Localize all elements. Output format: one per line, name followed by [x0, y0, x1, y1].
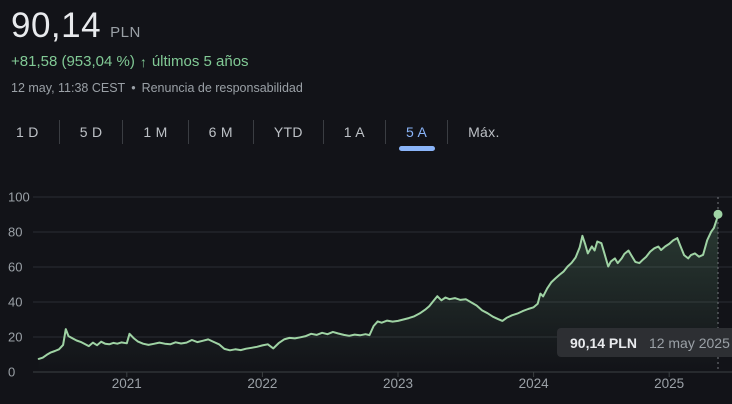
y-axis-label: 80: [8, 225, 22, 240]
quote-meta-row: 12 may, 11:38 CEST • Renuncia de respons…: [11, 81, 303, 95]
x-axis-label: 2025: [654, 376, 684, 391]
time-range-tabs: 1 D 5 D 1 M 6 M YTD 1 A 5 A Máx.: [4, 117, 512, 147]
current-price: 90,14: [11, 6, 102, 45]
tab-divider: [447, 120, 449, 144]
x-axis-label: 2024: [519, 376, 550, 391]
x-axis-label: 2023: [383, 376, 413, 391]
last-price-dot: [713, 209, 723, 219]
range-tab-1d[interactable]: 1 D: [16, 124, 39, 140]
dot-separator: •: [131, 81, 136, 95]
price-tooltip: 90,14 PLN 12 may 2025: [557, 328, 732, 357]
price-row: 90,14 PLN: [11, 6, 303, 46]
range-tab-1a[interactable]: 1 A: [343, 124, 365, 140]
y-axis-label: 60: [8, 260, 22, 275]
disclaimer-link[interactable]: Renuncia de responsabilidad: [141, 81, 303, 95]
y-axis-label: 20: [8, 330, 22, 345]
price-line: [37, 213, 719, 360]
currency-code: PLN: [110, 24, 141, 41]
area-fill: [38, 214, 718, 372]
tab-divider: [384, 120, 386, 144]
y-axis-label: 0: [8, 365, 15, 380]
range-tab-6m[interactable]: 6 M: [208, 124, 233, 140]
x-axis-label: 2021: [112, 376, 142, 391]
tab-divider: [322, 120, 324, 144]
tab-divider: [122, 120, 124, 144]
range-tab-ytd[interactable]: YTD: [273, 124, 303, 140]
y-axis-label: 40: [8, 295, 22, 310]
range-tab-5a[interactable]: 5 A: [394, 120, 439, 144]
quote-header: 90,14 PLN +81,58 (953,04 %) ↑ últimos 5 …: [11, 6, 303, 95]
range-tab-máx[interactable]: Máx.: [468, 124, 500, 140]
tab-divider: [187, 120, 189, 144]
price-chart[interactable]: 0 20 40 60 80 100 2021 2022 2023 2024 2025: [0, 180, 732, 404]
x-axis-label: 2022: [247, 376, 277, 391]
change-period-label: últimos 5 años: [151, 53, 249, 70]
range-tab-5d[interactable]: 5 D: [79, 124, 103, 140]
price-change-value: +81,58 (953,04 %): [11, 53, 135, 70]
tab-divider: [58, 120, 60, 144]
range-tab-1m[interactable]: 1 M: [143, 124, 168, 140]
price-change-row: +81,58 (953,04 %) ↑ últimos 5 años: [11, 53, 303, 70]
tooltip-price: 90,14 PLN: [570, 334, 637, 351]
tab-divider: [252, 120, 254, 144]
y-axis-label: 100: [8, 190, 30, 205]
tooltip-date: 12 may 2025: [648, 334, 730, 351]
arrow-up-icon: ↑: [139, 53, 147, 70]
quote-timestamp: 12 may, 11:38 CEST: [11, 81, 126, 95]
